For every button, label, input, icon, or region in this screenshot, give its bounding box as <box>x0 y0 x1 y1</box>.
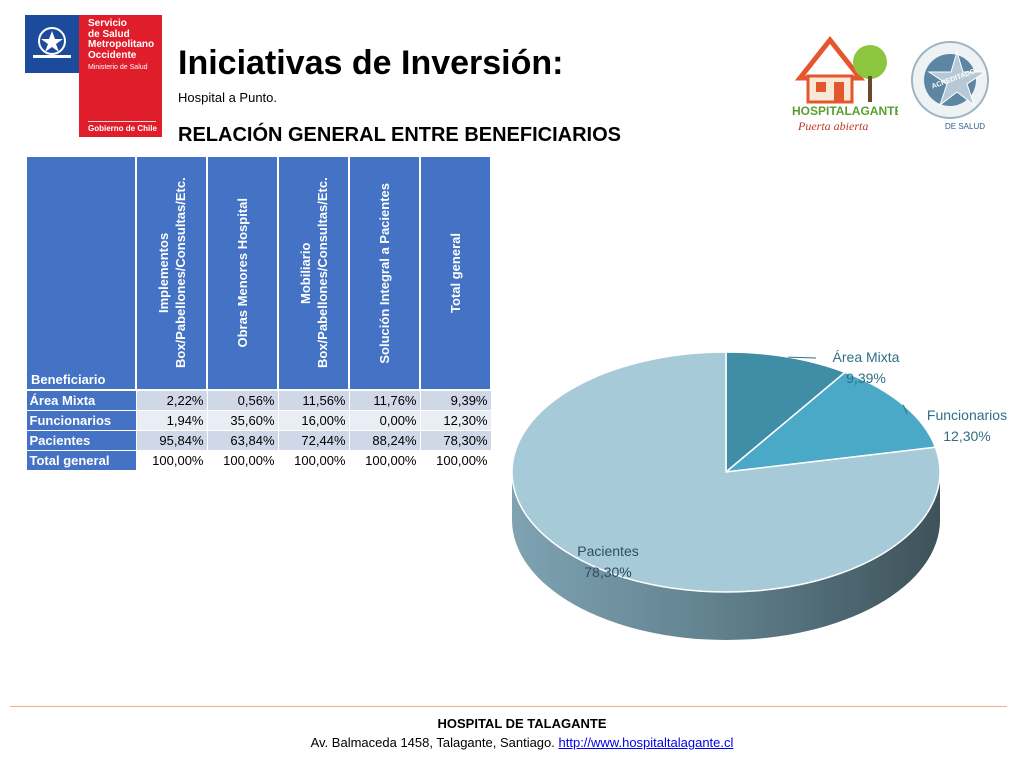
pie-leader-line <box>902 404 908 415</box>
footer-address-line: Av. Balmaceda 1458, Talagante, Santiago.… <box>0 735 1024 750</box>
beneficiaries-table: Beneficiario Implementos Box/Pabellones/… <box>25 155 492 471</box>
government-label: Gobierno de Chile <box>88 124 157 133</box>
row-label: Total general <box>25 450 137 471</box>
government-logo: Servicio de Salud Metropolitano Occident… <box>25 15 162 137</box>
table-cell: 16,00% <box>277 410 350 431</box>
table-cell: 35,60% <box>206 410 279 431</box>
table-row: Pacientes 95,84% 63,84% 72,44% 88,24% 78… <box>25 430 492 451</box>
table-cell: 2,22% <box>135 389 208 411</box>
pie-label: Funcionarios <box>927 407 1007 423</box>
coat-of-arms-icon <box>33 27 71 58</box>
logo-red-band: Servicio de Salud Metropolitano Occident… <box>79 15 162 137</box>
table-cell: 0,56% <box>206 389 279 411</box>
pie-label: Área Mixta <box>833 349 900 365</box>
table-cell: 11,76% <box>348 389 421 411</box>
accreditation-footer: DE SALUD <box>945 122 985 131</box>
row-label: Área Mixta <box>25 389 137 411</box>
org-name: Servicio de Salud Metropolitano Occident… <box>88 18 155 61</box>
table-cell: 100,00% <box>419 450 492 471</box>
page-title: Iniciativas de Inversión: <box>178 44 564 82</box>
beneficiaries-pie-chart: Área Mixta 9,39% Funcionarios 12,30% Pacient… <box>511 349 1007 640</box>
hospital-logo: HOSPITALAGANTE Puerta abierta <box>792 35 898 133</box>
table-cell: 88,24% <box>348 430 421 451</box>
column-header-mobiliario: Mobiliario Box/Pabellones/Consultas/Etc. <box>277 155 350 391</box>
table-cell: 100,00% <box>277 450 350 471</box>
column-header-implementos: Implementos Box/Pabellones/Consultas/Etc… <box>135 155 208 391</box>
logo-blue-band <box>25 15 79 137</box>
table-cell: 1,94% <box>135 410 208 431</box>
column-header-obras: Obras Menores Hospital <box>206 155 279 391</box>
table-cell: 100,00% <box>135 450 208 471</box>
table-cell: 63,84% <box>206 430 279 451</box>
table-cell: 100,00% <box>206 450 279 471</box>
ministry-label: Ministerio de Salud <box>88 64 148 71</box>
table-total-row: Total general 100,00% 100,00% 100,00% 10… <box>25 450 492 471</box>
row-label: Pacientes <box>25 430 137 451</box>
pie-side <box>512 472 940 640</box>
row-label: Funcionarios <box>25 410 137 431</box>
footer-divider <box>10 706 1007 707</box>
page-subtitle: Hospital a Punto. <box>178 90 278 105</box>
section-title: RELACIÓN GENERAL ENTRE BENEFICIARIOS <box>178 124 621 146</box>
footer-address: Av. Balmaceda 1458, Talagante, Santiago. <box>310 735 555 750</box>
pie-value-label: 12,30% <box>943 428 990 444</box>
table-cell: 9,39% <box>419 389 492 411</box>
table-corner-header: Beneficiario <box>25 155 137 391</box>
table-row: Área Mixta 2,22% 0,56% 11,56% 11,76% 9,3… <box>25 389 492 411</box>
table-row: Funcionarios 1,94% 35,60% 16,00% 0,00% 1… <box>25 410 492 431</box>
table-cell: 72,44% <box>277 430 350 451</box>
hospital-logo-name: HOSPITALAGANTE <box>792 104 898 118</box>
table-cell: 100,00% <box>348 450 421 471</box>
table-cell: 12,30% <box>419 410 492 431</box>
table-cell: 78,30% <box>419 430 492 451</box>
pie-value-label: 9,39% <box>846 370 886 386</box>
accreditation-logo: ACREDITADO DE SALUD <box>911 41 989 131</box>
pie-slice <box>725 351 847 474</box>
footer-hospital-name: HOSPITAL DE TALAGANTE <box>437 716 607 731</box>
footer-website-link[interactable]: http://www.hospitaltalagante.cl <box>558 735 734 750</box>
table-header-row: Beneficiario Implementos Box/Pabellones/… <box>25 155 492 391</box>
column-header-solucion: Solución Integral a Pacientes <box>348 155 421 391</box>
pie-leader-line <box>788 356 817 359</box>
table-cell: 95,84% <box>135 430 208 451</box>
pie-slice <box>511 351 941 593</box>
pie-value-label: 78,30% <box>584 564 631 580</box>
table-cell: 11,56% <box>277 389 350 411</box>
table-cell: 0,00% <box>348 410 421 431</box>
pie-label: Pacientes <box>577 543 638 559</box>
hospital-logo-tagline: Puerta abierta <box>797 119 868 133</box>
column-header-total: Total general <box>419 155 492 391</box>
